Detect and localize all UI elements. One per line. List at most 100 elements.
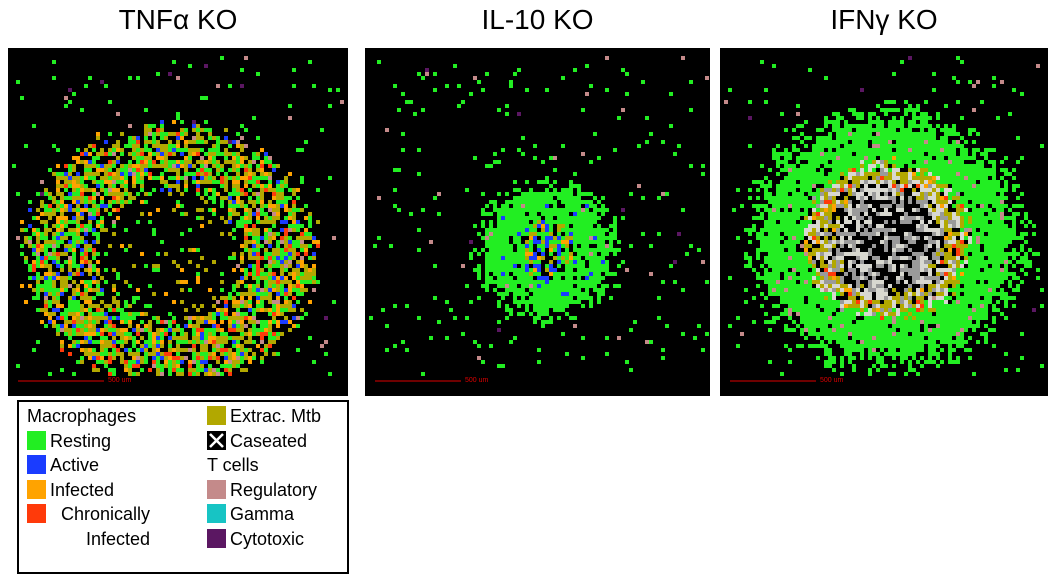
cell [152,356,156,360]
cell [188,348,192,352]
cell [832,208,836,212]
cell [561,260,565,264]
cell [784,224,788,228]
cell [900,200,904,204]
cell [856,112,860,116]
cell [932,152,936,156]
cell [212,196,216,200]
cell [832,244,836,248]
cell [100,216,104,220]
cell [936,168,940,172]
cell [972,224,976,228]
cell [120,184,124,188]
cell [960,152,964,156]
cell [788,172,792,176]
cell [972,264,976,268]
cell [44,244,48,248]
cell [104,352,108,356]
cell [192,172,196,176]
cell [752,216,756,220]
cell [120,336,124,340]
cell [541,296,545,300]
cell [240,148,244,152]
cell [1016,184,1020,188]
cell [812,232,816,236]
cell [992,248,996,252]
cell [892,192,896,196]
cell [272,164,276,168]
cell [264,216,268,220]
cell [948,256,952,260]
cell [276,240,280,244]
cell [996,232,1000,236]
cell [108,356,112,360]
cell [393,204,397,208]
cell [256,304,260,308]
cell [104,188,108,192]
cell [804,184,808,188]
cell [68,248,72,252]
cell [1040,144,1044,148]
cell [796,112,800,116]
cell [832,140,836,144]
cell [920,144,924,148]
cell [581,304,585,308]
cell [112,232,116,236]
cell [268,164,272,168]
cell [872,196,876,200]
cell [156,72,160,76]
cell [880,228,884,232]
cell [792,264,796,268]
cell [816,204,820,208]
cell [52,320,56,324]
cell [800,124,804,128]
cell [549,316,553,320]
cell [856,184,860,188]
cell [860,196,864,200]
cell [597,300,601,304]
cell [816,216,820,220]
cell [124,316,128,320]
cell [80,320,84,324]
cell [529,296,533,300]
cell [577,184,581,188]
cell [300,176,304,180]
cell [828,268,832,272]
cell [964,248,968,252]
cell [860,240,864,244]
cell [509,288,513,292]
cell [405,100,409,104]
cell [900,136,904,140]
cell [900,116,904,120]
cell [196,360,200,364]
cell [780,252,784,256]
cell [312,360,316,364]
cell [844,136,848,140]
cell [437,212,441,216]
cell [385,324,389,328]
cell [56,164,60,168]
cell [513,200,517,204]
cell [780,228,784,232]
cell [936,260,940,264]
cell [497,268,501,272]
cell [256,156,260,160]
cell [40,248,44,252]
cell [1024,212,1028,216]
cell [312,252,316,256]
cell [513,196,517,200]
cell [824,208,828,212]
cell [64,252,68,256]
cell [940,144,944,148]
cell [964,200,968,204]
cell [800,228,804,232]
cell [64,188,68,192]
cell [96,368,100,372]
cell [156,152,160,156]
cell [44,228,48,232]
cell [64,332,68,336]
cell [952,168,956,172]
cell [232,284,236,288]
cell [52,252,56,256]
cell [581,208,585,212]
